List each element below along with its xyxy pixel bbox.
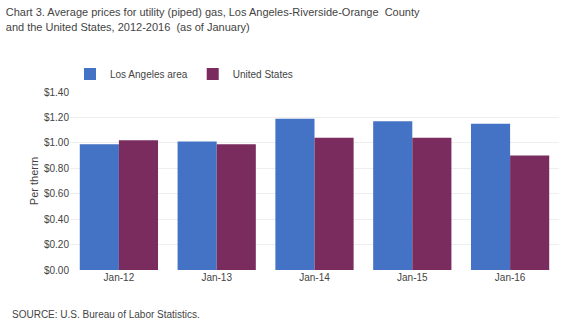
svg-text:Jan-16: Jan-16 <box>495 272 526 283</box>
svg-text:Jan-12: Jan-12 <box>104 272 135 283</box>
svg-text:United States: United States <box>233 69 293 80</box>
svg-text:$0.20: $0.20 <box>44 239 69 250</box>
svg-text:Chart 3. Average prices for ut: Chart 3. Average prices for utility (pip… <box>6 6 420 32</box>
svg-text:$1.00: $1.00 <box>44 137 69 148</box>
svg-text:$1.20: $1.20 <box>44 112 69 123</box>
svg-text:$0.80: $0.80 <box>44 163 69 174</box>
svg-text:Per therm: Per therm <box>28 157 40 205</box>
svg-text:Jan-14: Jan-14 <box>299 272 330 283</box>
svg-text:$0.00: $0.00 <box>44 265 69 276</box>
svg-text:Los Angeles area: Los Angeles area <box>110 69 188 80</box>
svg-text:Jan-15: Jan-15 <box>397 272 428 283</box>
svg-text:SOURCE: U.S. Bureau of Labor S: SOURCE: U.S. Bureau of Labor Statistics. <box>12 309 200 320</box>
svg-text:$1.40: $1.40 <box>44 87 69 98</box>
svg-text:$0.40: $0.40 <box>44 214 69 225</box>
svg-text:Jan-13: Jan-13 <box>201 272 232 283</box>
svg-text:$0.60: $0.60 <box>44 188 69 199</box>
